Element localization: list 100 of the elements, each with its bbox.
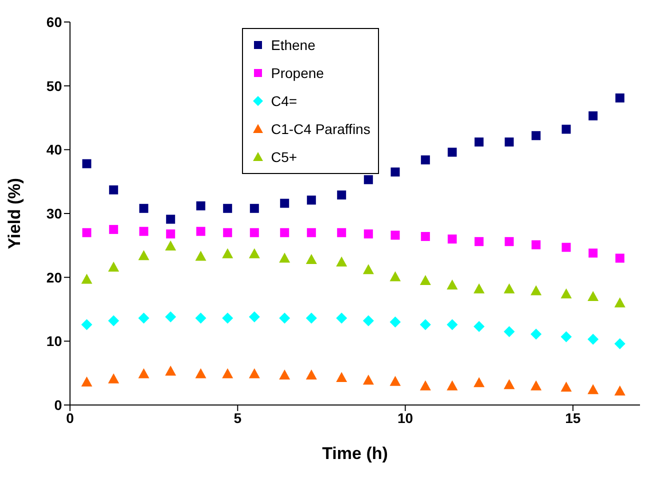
- point: [222, 368, 234, 378]
- point: [420, 319, 431, 330]
- point: [448, 234, 457, 244]
- legend-label: C1-C4 Paraffins: [271, 121, 370, 137]
- point: [420, 380, 431, 390]
- point: [362, 315, 374, 326]
- point: [195, 368, 206, 378]
- point: [362, 264, 374, 274]
- legend-label: Ethene: [271, 37, 316, 53]
- point: [81, 274, 92, 284]
- legend-label: C5+: [271, 149, 298, 165]
- point: [81, 319, 92, 330]
- point: [504, 138, 514, 147]
- point: [108, 373, 120, 384]
- point: [165, 311, 176, 322]
- y-axis-title: Yield (%): [5, 178, 24, 250]
- point: [560, 288, 572, 298]
- point: [420, 155, 430, 164]
- point: [474, 237, 484, 246]
- point: [337, 228, 346, 238]
- point: [560, 382, 572, 392]
- point: [306, 370, 317, 380]
- point: [196, 201, 206, 210]
- point: [504, 283, 515, 294]
- x-tick-label: 5: [234, 410, 242, 426]
- point: [280, 198, 290, 208]
- point: [614, 338, 626, 350]
- point: [390, 168, 400, 177]
- point: [337, 190, 346, 200]
- point: [390, 271, 401, 282]
- point: [108, 315, 120, 326]
- point: [109, 224, 118, 234]
- point: [336, 372, 348, 382]
- point: [109, 185, 118, 194]
- point: [222, 312, 234, 324]
- x-tick-label: 0: [66, 410, 74, 426]
- point: [562, 242, 571, 252]
- point: [614, 297, 626, 308]
- point: [446, 380, 458, 390]
- point: [336, 312, 348, 324]
- point: [138, 368, 150, 378]
- point: [532, 240, 541, 250]
- point: [588, 384, 599, 394]
- y-tick-label: 0: [54, 396, 62, 413]
- point: [504, 237, 514, 246]
- y-tick-label: 50: [46, 78, 62, 94]
- y-tick-label: 20: [46, 269, 62, 286]
- point: [248, 311, 260, 322]
- point: [165, 366, 176, 376]
- point: [446, 279, 458, 290]
- point: [138, 312, 150, 324]
- y-tick-label: 60: [46, 14, 62, 30]
- x-tick-label: 10: [398, 410, 414, 426]
- point: [166, 229, 176, 238]
- point: [306, 196, 316, 205]
- point: [588, 248, 598, 258]
- point: [250, 228, 259, 238]
- point: [195, 250, 206, 261]
- point: [250, 204, 259, 213]
- point: [279, 370, 290, 380]
- point: [248, 368, 260, 378]
- point: [279, 252, 290, 263]
- point: [362, 374, 374, 385]
- point: [248, 248, 260, 258]
- point: [81, 376, 92, 387]
- point: [532, 131, 541, 140]
- point: [195, 312, 206, 324]
- point: [82, 228, 92, 238]
- point: [448, 148, 457, 157]
- point: [364, 229, 373, 238]
- point: [474, 283, 485, 294]
- x-tick-label: 15: [565, 410, 581, 426]
- point: [364, 175, 373, 184]
- point: [562, 124, 571, 134]
- point: [390, 316, 401, 328]
- point: [420, 275, 431, 286]
- point: [615, 93, 624, 102]
- point: [82, 159, 92, 168]
- point: [530, 380, 542, 390]
- point: [138, 250, 150, 260]
- x-axis-title: Time (h): [322, 444, 388, 463]
- point: [196, 226, 206, 236]
- point: [504, 379, 515, 390]
- legend-label: Propene: [271, 65, 324, 81]
- y-tick-label: 30: [46, 205, 62, 222]
- point: [306, 254, 317, 264]
- point: [420, 232, 430, 241]
- point: [306, 312, 317, 324]
- point: [108, 262, 120, 272]
- point: [223, 228, 232, 238]
- point: [504, 326, 515, 338]
- point: [588, 334, 599, 345]
- point: [530, 285, 542, 296]
- point: [222, 248, 234, 258]
- point: [306, 228, 316, 238]
- point: [139, 204, 148, 213]
- point: [390, 230, 400, 240]
- point: [279, 312, 290, 324]
- point: [446, 319, 458, 330]
- point: [166, 214, 176, 224]
